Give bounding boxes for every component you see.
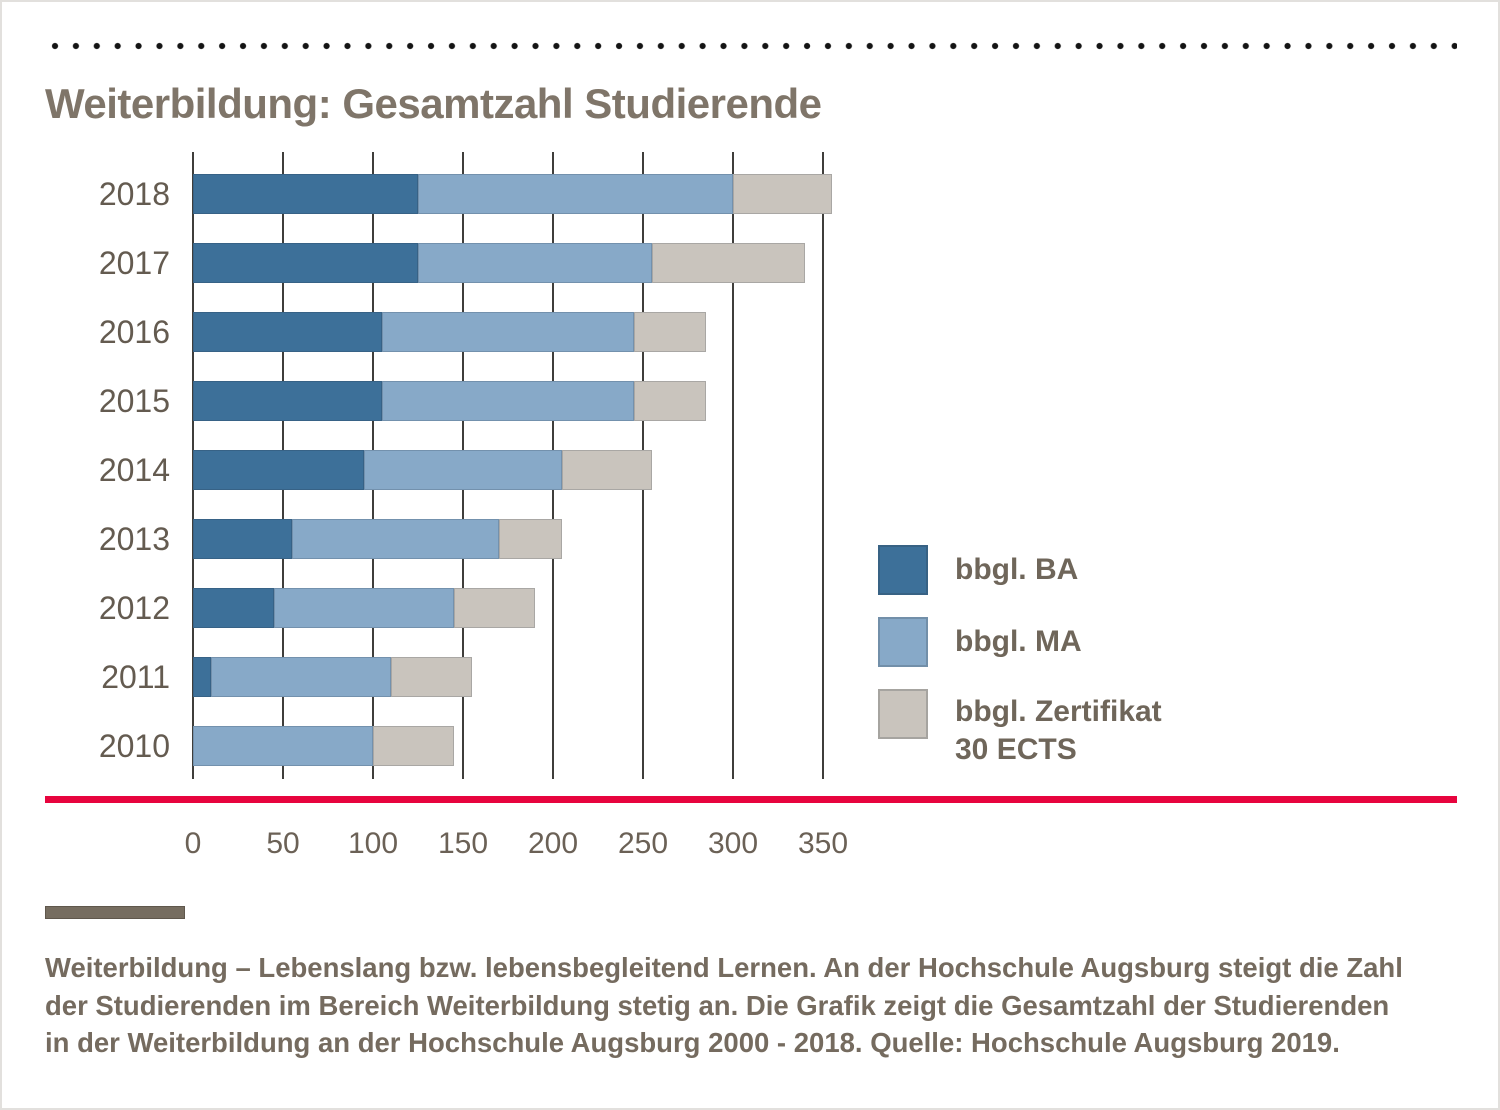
bar-segment-2018-zertifikat (733, 174, 832, 214)
caption-line-2: der Studierenden im Bereich Weiterbildun… (45, 989, 1390, 1021)
bar-segment-2017-ba (193, 243, 418, 283)
caption-line-3: in der Weiterbildung an der Hochschule A… (45, 1027, 1340, 1058)
bar-segment-2010-zertifikat (373, 726, 454, 766)
bar-segment-2013-zertifikat (499, 519, 562, 559)
year-label-2017: 2017 (98, 245, 170, 281)
chart-plot (192, 152, 832, 779)
bar-row-2013 (193, 519, 562, 559)
bar-row-2017 (193, 243, 805, 283)
dotted-divider (45, 41, 1457, 51)
gridline-300 (732, 152, 734, 779)
bar-segment-2012-ba (193, 588, 274, 628)
year-label-2011: 2011 (101, 659, 170, 695)
tick-label-0: 0 (184, 827, 202, 860)
bar-row-2011 (193, 657, 472, 697)
tick-label-100: 100 (347, 827, 399, 860)
bar-segment-2018-ba (193, 174, 418, 214)
bar-segment-2015-ba (193, 381, 382, 421)
bar-segment-2012-zertifikat (454, 588, 535, 628)
legend-swatch-ba (878, 545, 928, 595)
caption-marker-bar (45, 906, 185, 919)
legend-label-zertifikat-line1: bbgl. Zertifikat (955, 695, 1162, 728)
tick-label-300: 300 (707, 827, 759, 860)
legend-label-ba: bbgl. BA (955, 553, 1079, 586)
year-label-2015: 2015 (98, 383, 170, 419)
caption-line-1: Weiterbildung – Lebenslang bzw. lebensbe… (45, 952, 1403, 983)
page-title: Weiterbildung: Gesamtzahl Studierende (45, 80, 822, 127)
tick-label-200: 200 (527, 827, 579, 860)
bar-segment-2010-ma (193, 726, 373, 766)
bar-segment-2012-ma (274, 588, 454, 628)
caption-text: Weiterbildung – Lebenslang bzw. lebensbe… (45, 949, 1457, 1062)
bar-segment-2011-zertifikat (391, 657, 472, 697)
year-label-2016: 2016 (98, 314, 170, 350)
bar-row-2012 (193, 588, 535, 628)
bar-row-2018 (193, 174, 832, 214)
legend-label-ma: bbgl. MA (955, 625, 1082, 658)
bar-row-2015 (193, 381, 706, 421)
bar-segment-2016-zertifikat (634, 312, 706, 352)
tick-label-50: 50 (266, 827, 300, 860)
year-label-2013: 2013 (98, 521, 170, 557)
tick-label-250: 250 (617, 827, 669, 860)
bar-segment-2015-ma (382, 381, 634, 421)
tick-label-350: 350 (797, 827, 849, 860)
bar-segment-2014-zertifikat (562, 450, 652, 490)
legend-label-zertifikat: bbgl. Zertifikat 30 ECTS (955, 693, 1162, 769)
year-label-2018: 2018 (98, 176, 170, 212)
legend-swatch-ma (878, 617, 928, 667)
bar-segment-2014-ba (193, 450, 364, 490)
bar-segment-2017-zertifikat (652, 243, 805, 283)
bar-segment-2013-ba (193, 519, 292, 559)
year-label-2010: 2010 (98, 728, 170, 764)
bar-segment-2015-zertifikat (634, 381, 706, 421)
bar-segment-2011-ma (211, 657, 391, 697)
bar-segment-2016-ma (382, 312, 634, 352)
legend-item-zertifikat: bbgl. Zertifikat 30 ECTS (878, 689, 1162, 769)
legend-swatch-zertifikat (878, 689, 928, 739)
year-label-2012: 2012 (98, 590, 170, 626)
legend-label-zertifikat-line2: 30 ECTS (955, 733, 1077, 766)
legend-item-ma: bbgl. MA (878, 617, 1082, 667)
bar-segment-2011-ba (193, 657, 211, 697)
bar-segment-2018-ma (418, 174, 733, 214)
bar-segment-2013-ma (292, 519, 499, 559)
tick-label-150: 150 (437, 827, 489, 860)
legend-item-ba: bbgl. BA (878, 545, 1078, 595)
gridline-350 (822, 152, 824, 779)
red-divider-line (45, 796, 1457, 803)
year-label-2014: 2014 (98, 452, 170, 488)
bar-segment-2014-ma (364, 450, 562, 490)
bar-row-2014 (193, 450, 652, 490)
bar-segment-2016-ba (193, 312, 382, 352)
bar-row-2016 (193, 312, 706, 352)
bar-segment-2017-ma (418, 243, 652, 283)
bar-row-2010 (193, 726, 454, 766)
